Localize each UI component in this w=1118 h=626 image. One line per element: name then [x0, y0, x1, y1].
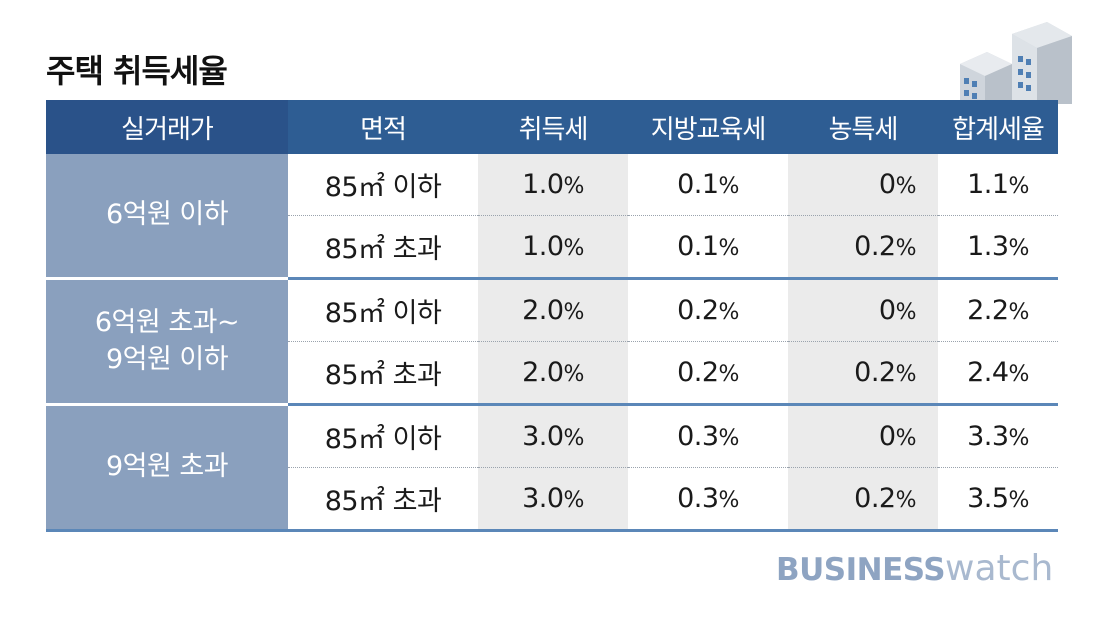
price-range-cell: 6억원 이하 — [46, 154, 288, 280]
acquisition-tax-cell: 1.0% — [478, 154, 628, 216]
rural-tax-cell: 0% — [788, 404, 938, 468]
area-cell: 85㎡ 초과 — [288, 467, 478, 532]
total-rate-cell: 3.3% — [938, 404, 1058, 468]
header-rural-tax: 농특세 — [788, 100, 938, 154]
acquisition-tax-cell: 2.0% — [478, 341, 628, 406]
price-range-cell: 6억원 초과~ 9억원 이하 — [46, 278, 288, 406]
table-row: 9억원 초과 85㎡ 이하 3.0% 0.3% 0% 3.3% — [46, 404, 1058, 532]
acquisition-tax-cell: 1.0% — [478, 215, 628, 280]
education-tax-cell: 0.3% — [628, 404, 788, 468]
header-price: 실거래가 — [46, 100, 288, 154]
buildings-icon — [960, 22, 1072, 104]
logo-bold-text: BUSINESS — [776, 552, 946, 588]
tax-rate-table: 실거래가 면적 취득세 지방교육세 농특세 합계세율 6억원 이하 85㎡ 이하… — [46, 100, 1058, 532]
logo-light-text: watch — [945, 548, 1054, 589]
total-rate-cell: 1.3% — [938, 215, 1058, 280]
price-range-cell: 9억원 초과 — [46, 404, 288, 532]
total-rate-cell: 2.2% — [938, 278, 1058, 342]
businesswatch-logo: BUSINESSwatch — [776, 548, 1053, 589]
education-tax-cell: 0.1% — [628, 154, 788, 216]
rural-tax-cell: 0.2% — [788, 341, 938, 406]
total-rate-cell: 3.5% — [938, 467, 1058, 532]
table-row: 6억원 초과~ 9억원 이하 85㎡ 이하 2.0% 0.2% 0% 2.2% — [46, 278, 1058, 406]
area-cell: 85㎡ 이하 — [288, 154, 478, 216]
acquisition-tax-cell: 2.0% — [478, 278, 628, 342]
table-row: 85㎡ 초과 3.0% 0.3% 0.2% 3.5% — [46, 467, 1058, 532]
total-rate-cell: 2.4% — [938, 341, 1058, 406]
area-cell: 85㎡ 초과 — [288, 341, 478, 406]
area-cell: 85㎡ 초과 — [288, 215, 478, 280]
rural-tax-cell: 0.2% — [788, 215, 938, 280]
rural-tax-cell: 0% — [788, 278, 938, 342]
acquisition-tax-cell: 3.0% — [478, 467, 628, 532]
table-header-row: 실거래가 면적 취득세 지방교육세 농특세 합계세율 — [46, 100, 1058, 154]
header-acquisition-tax: 취득세 — [478, 100, 628, 154]
header-education-tax: 지방교육세 — [628, 100, 788, 154]
table-row: 6억원 이하 85㎡ 이하 1.0% 0.1% 0% 1.1% — [46, 154, 1058, 280]
rural-tax-cell: 0% — [788, 154, 938, 216]
education-tax-cell: 0.2% — [628, 341, 788, 406]
table-row: 85㎡ 초과 1.0% 0.1% 0.2% 1.3% — [46, 215, 1058, 280]
education-tax-cell: 0.3% — [628, 467, 788, 532]
area-cell: 85㎡ 이하 — [288, 278, 478, 342]
education-tax-cell: 0.2% — [628, 278, 788, 342]
header-total-rate: 합계세율 — [938, 100, 1058, 154]
acquisition-tax-cell: 3.0% — [478, 404, 628, 468]
rural-tax-cell: 0.2% — [788, 467, 938, 532]
header-area: 면적 — [288, 100, 478, 154]
total-rate-cell: 1.1% — [938, 154, 1058, 216]
page-title: 주택 취득세율 — [46, 52, 228, 90]
education-tax-cell: 0.1% — [628, 215, 788, 280]
table-row: 85㎡ 초과 2.0% 0.2% 0.2% 2.4% — [46, 341, 1058, 406]
area-cell: 85㎡ 이하 — [288, 404, 478, 468]
